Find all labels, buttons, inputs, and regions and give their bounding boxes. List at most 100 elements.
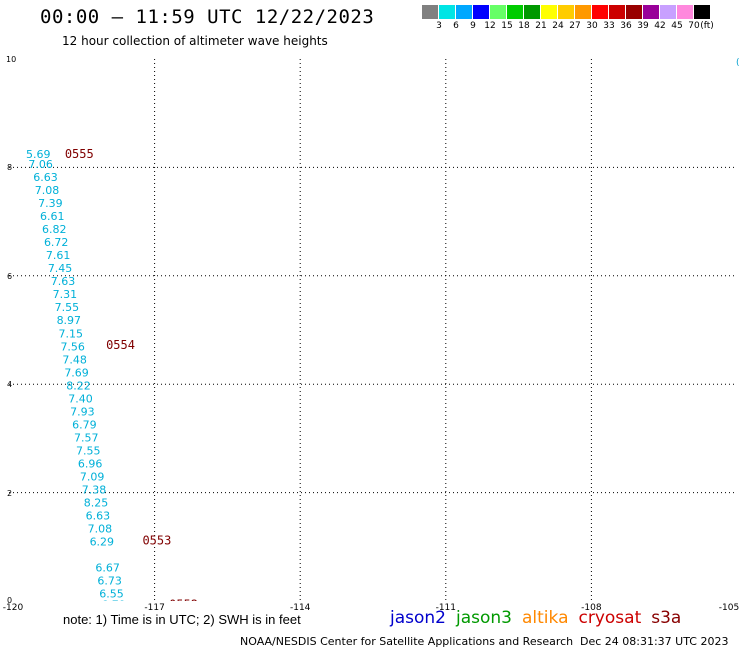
color-scale-label: (ft) xyxy=(700,21,714,31)
swh-value: 7.57 xyxy=(74,431,99,444)
swh-value: 6.29 xyxy=(90,535,115,548)
color-scale-label: 30 xyxy=(586,21,598,31)
swh-value: 6.67 xyxy=(95,561,120,574)
color-swatch xyxy=(439,5,456,19)
swh-value: 7.40 xyxy=(68,392,93,405)
swh-value: 5.69 xyxy=(26,148,50,161)
x-tick-label: -111 xyxy=(435,603,457,613)
credit-line: NOAA/NESDIS Center for Satellite Applica… xyxy=(240,635,574,648)
swh-value: 6.72 xyxy=(44,236,69,249)
swh-value: 6.79 xyxy=(72,418,97,431)
x-tick-label: -114 xyxy=(289,603,311,613)
color-swatch xyxy=(473,5,490,19)
generated-timestamp: Dec 24 08:31:37 UTC 2023 xyxy=(580,635,729,648)
y-tick-label: 6 xyxy=(7,271,13,281)
footnote: note: 1) Time is in UTC; 2) SWH is in fe… xyxy=(63,612,301,627)
color-swatch xyxy=(609,5,626,19)
swh-value: 6.79 xyxy=(101,598,126,601)
color-swatch xyxy=(490,5,507,19)
swh-value: 7.69 xyxy=(64,366,89,379)
color-scale-label: 33 xyxy=(603,21,615,31)
color-scale-label: 3 xyxy=(436,21,442,31)
swh-value: 7.38 xyxy=(82,483,107,496)
wave-height-map: 5.697.066.637.087.396.616.826.727.617.45… xyxy=(9,59,737,601)
color-scale-label: 36 xyxy=(620,21,632,31)
y-tick-label: 8 xyxy=(7,163,13,173)
color-scale-label: 27 xyxy=(569,21,581,31)
color-swatch xyxy=(660,5,677,19)
swh-value: 6.73 xyxy=(97,574,122,587)
swh-color-scale-labels: 3 6 9 12 15 18 21 24 27 30 33 36 39 42 45 70 (ft) xyxy=(422,21,740,33)
swh-value: 6.55 xyxy=(99,587,124,600)
swh-color-scale xyxy=(422,5,711,19)
color-swatch xyxy=(541,5,558,19)
swh-value: 8.97 xyxy=(57,314,82,327)
color-scale-label: 70 xyxy=(688,21,700,31)
satellite-altika: altika xyxy=(522,608,569,628)
swh-value: 7.06 xyxy=(28,158,53,171)
color-swatch xyxy=(626,5,643,19)
swh-value: 7.61 xyxy=(46,249,70,262)
swh-value: 8.25 xyxy=(84,496,109,509)
color-swatch xyxy=(643,5,660,19)
swh-value: 7.93 xyxy=(70,405,95,418)
swh-value: 7.56 xyxy=(60,340,84,353)
swh-value: 8.22 xyxy=(66,379,91,392)
map-subtitle: 12 hour collection of altimeter wave hei… xyxy=(62,34,328,48)
color-scale-label: 21 xyxy=(535,21,547,31)
swh-value: 7.39 xyxy=(38,197,63,210)
swh-value: 7.55 xyxy=(76,444,101,457)
satellite-cryosat: cryosat xyxy=(578,608,642,628)
color-swatch xyxy=(558,5,575,19)
swh-value: 6.63 xyxy=(33,171,58,184)
x-tick-label: -108 xyxy=(581,603,602,613)
color-swatch xyxy=(677,5,694,19)
color-swatch xyxy=(694,5,711,19)
swh-value: 6.82 xyxy=(42,223,67,236)
pass-time-label: 0552 xyxy=(169,597,198,601)
swh-value: 7.08 xyxy=(35,184,60,197)
x-tick-label: -117 xyxy=(144,603,165,613)
swh-value: 7.31 xyxy=(53,288,78,301)
color-swatch xyxy=(592,5,609,19)
pass-time-label: 0554 xyxy=(106,338,135,352)
y-tick-label: 2 xyxy=(7,488,13,498)
swh-value: 6.96 xyxy=(78,457,103,470)
color-scale-label: 42 xyxy=(654,21,666,31)
pass-time-label: 0553 xyxy=(142,533,171,547)
swh-value: 7.45 xyxy=(48,262,73,275)
corner-mark: ( xyxy=(736,58,740,68)
swh-value: 7.48 xyxy=(62,353,87,366)
y-tick-label: 10 xyxy=(6,55,17,64)
color-scale-label: 45 xyxy=(671,21,683,31)
color-swatch xyxy=(524,5,541,19)
color-scale-label: 39 xyxy=(637,21,649,31)
swh-value: 6.63 xyxy=(86,509,111,522)
color-scale-label: 18 xyxy=(518,21,530,31)
swh-value: 7.08 xyxy=(88,522,113,535)
color-scale-label: 15 xyxy=(501,21,513,31)
swh-value: 7.63 xyxy=(51,275,75,288)
x-tick-label: -120 xyxy=(2,603,24,613)
satellite-legend: jason2 jason3 altika cryosat s3a xyxy=(390,608,691,628)
color-swatch xyxy=(507,5,524,19)
color-swatch xyxy=(422,5,439,19)
swh-value: 7.09 xyxy=(80,470,105,483)
color-scale-label: 24 xyxy=(552,21,564,31)
map-title: 00:00 – 11:59 UTC 12/22/2023 xyxy=(40,6,375,28)
pass-time-label: 0555 xyxy=(65,147,94,161)
y-tick-label: 0 xyxy=(7,596,13,605)
color-swatch xyxy=(575,5,592,19)
swh-value: 6.61 xyxy=(40,210,65,223)
swh-value: 7.55 xyxy=(55,301,80,314)
satellite-jason2: jason2 xyxy=(390,608,446,628)
color-swatch xyxy=(456,5,473,19)
color-scale-label: 9 xyxy=(470,21,476,31)
y-tick-label: 4 xyxy=(7,380,13,390)
satellite-s3a: s3a xyxy=(651,608,682,628)
satellite-jason3: jason3 xyxy=(456,608,512,628)
color-scale-label: 12 xyxy=(484,21,496,31)
swh-value: 7.15 xyxy=(59,327,83,340)
color-scale-label: 6 xyxy=(453,21,459,31)
x-tick-label: -105 xyxy=(718,603,740,613)
